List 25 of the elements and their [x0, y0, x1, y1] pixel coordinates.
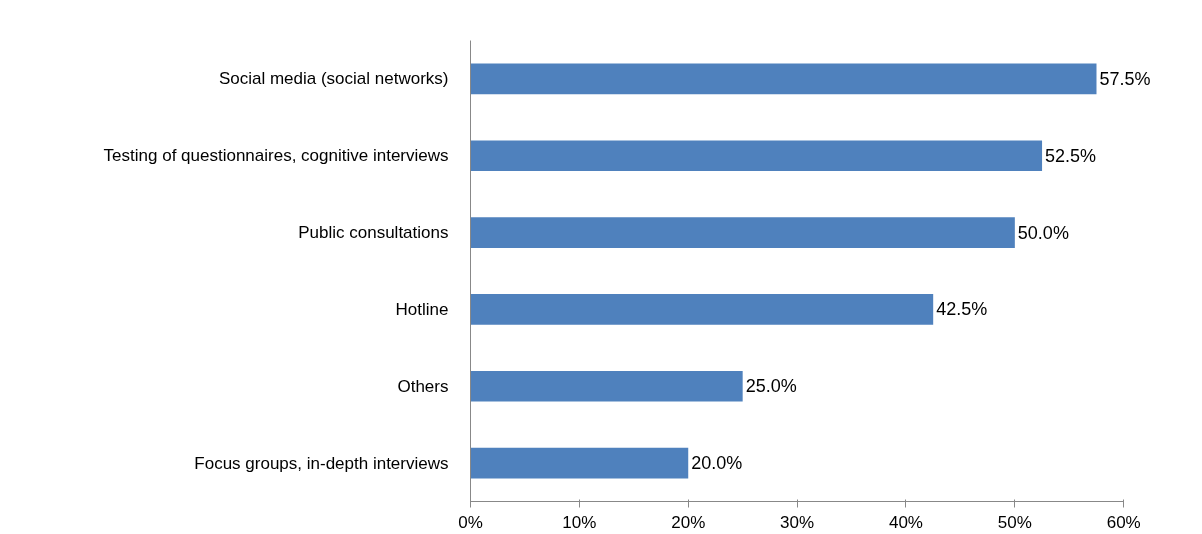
bar	[470, 294, 934, 325]
x-tick-label: 30%	[780, 512, 815, 532]
x-tick-label: 60%	[1106, 512, 1141, 532]
data-label: 20.0%	[691, 453, 743, 474]
y-tick-label: Public consultations	[298, 223, 449, 243]
data-label: 50.0%	[1017, 222, 1069, 243]
bar	[470, 370, 743, 402]
bar	[470, 217, 1015, 248]
data-label: 25.0%	[745, 376, 797, 397]
y-tick-label: Hotline	[395, 299, 449, 319]
bar	[470, 447, 689, 479]
data-label: 52.5%	[1045, 145, 1097, 166]
x-tick-label: 40%	[888, 512, 923, 532]
bar	[470, 140, 1043, 172]
y-tick-label: Testing of questionnaires, cognitive interviews	[103, 146, 449, 166]
x-tick-label: 10%	[562, 512, 597, 532]
x-tick-label: 0%	[458, 512, 483, 532]
bar	[470, 63, 1097, 95]
y-tick-label: Social media (social networks)	[218, 69, 449, 89]
x-tick-label: 20%	[671, 512, 706, 532]
data-label: 57.5%	[1099, 68, 1151, 89]
x-tick-label: 50%	[997, 512, 1032, 532]
data-label: 42.5%	[936, 299, 988, 320]
y-tick-label: Others	[397, 376, 449, 396]
y-tick-label: Focus groups, in-depth interviews	[194, 453, 449, 473]
